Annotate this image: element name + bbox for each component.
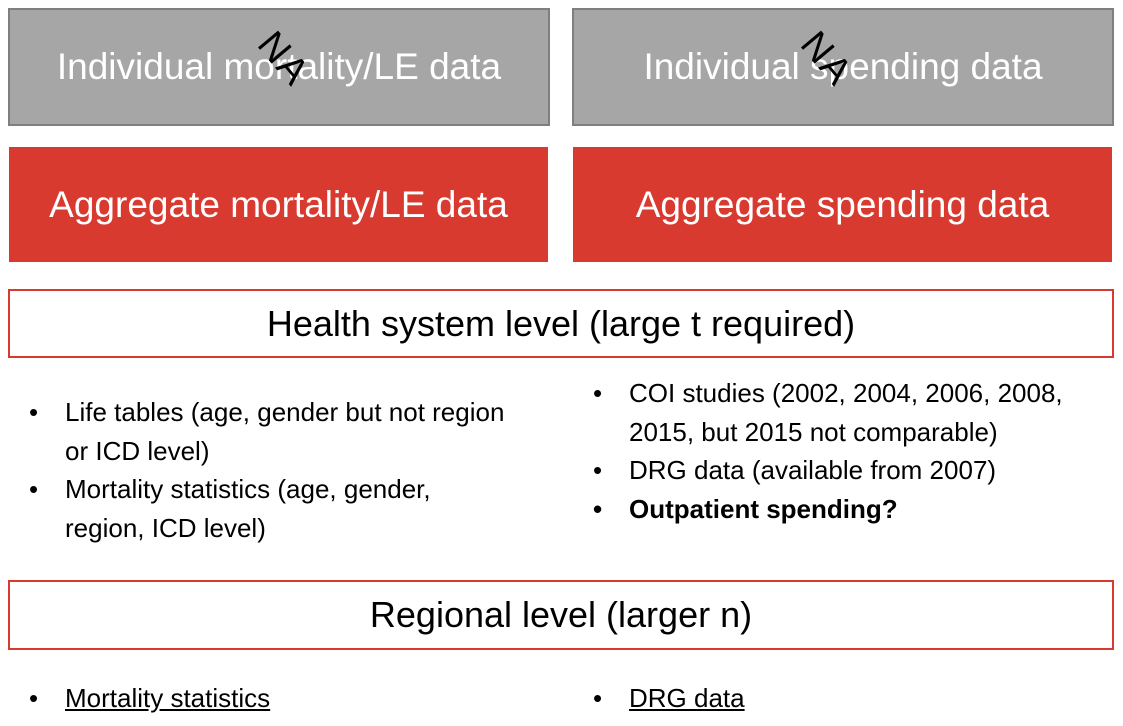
- individual-mortality-box: Individual mortality/LE data: [8, 8, 550, 126]
- regional-left-item-label: Mortality statistics: [65, 683, 271, 713]
- list-item: Outpatient spending?: [593, 490, 1063, 529]
- health-system-header: Health system level (large t required): [8, 289, 1114, 358]
- individual-mortality-label: Individual mortality/LE data: [56, 46, 502, 87]
- individual-spending-label: Individual spending data: [643, 46, 1043, 87]
- regional-title: Regional level (larger n): [369, 594, 753, 635]
- regional-right-list: DRG data: [593, 679, 1063, 718]
- aggregate-spending-box: Aggregate spending data: [573, 147, 1112, 262]
- health-system-left-list: Life tables (age, gender but not region …: [29, 393, 509, 547]
- list-item: Life tables (age, gender but not region …: [29, 393, 509, 470]
- aggregate-mortality-label: Aggregate mortality/LE data: [49, 183, 508, 225]
- list-item: Mortality statistics: [29, 679, 509, 718]
- regional-left-list: Mortality statistics: [29, 679, 509, 718]
- health-system-right-list: COI studies (2002, 2004, 2006, 2008, 201…: [593, 374, 1063, 528]
- regional-right-item-label: DRG data: [629, 683, 745, 713]
- list-item: DRG data: [593, 679, 1063, 718]
- individual-spending-box: Individual spending data: [572, 8, 1114, 126]
- aggregate-spending-label: Aggregate spending data: [635, 183, 1050, 225]
- aggregate-mortality-box: Aggregate mortality/LE data: [9, 147, 548, 262]
- regional-header: Regional level (larger n): [8, 580, 1114, 650]
- list-item: DRG data (available from 2007): [593, 451, 1063, 490]
- health-system-title: Health system level (large t required): [266, 302, 856, 344]
- list-item: Mortality statistics (age, gender, regio…: [29, 470, 509, 547]
- list-item: COI studies (2002, 2004, 2006, 2008, 201…: [593, 374, 1063, 451]
